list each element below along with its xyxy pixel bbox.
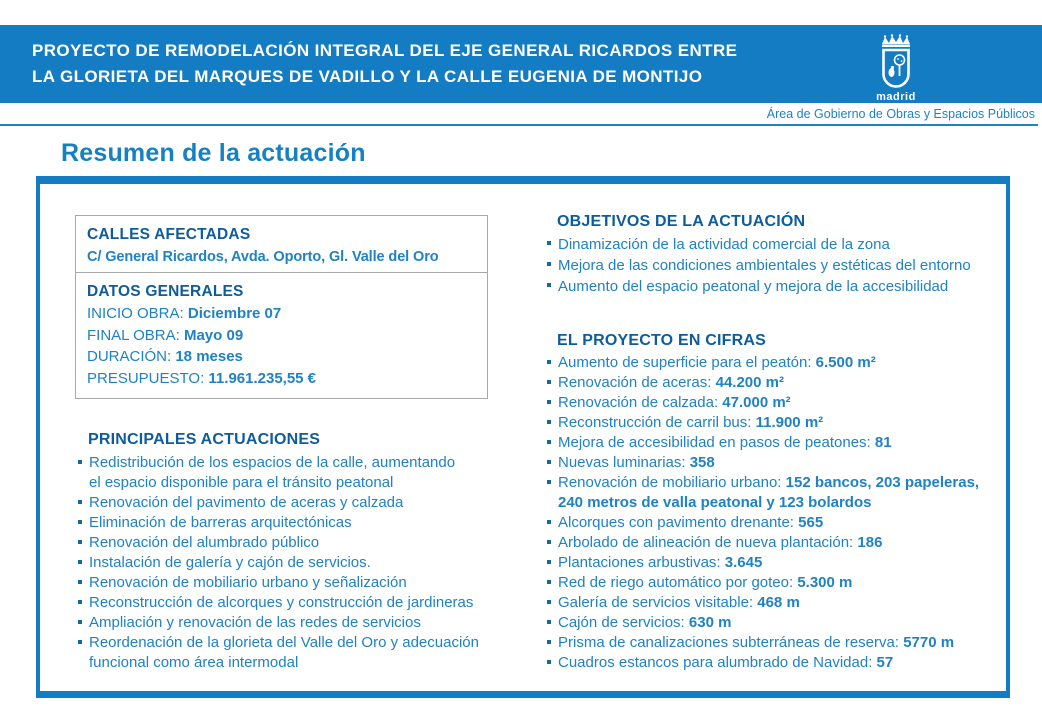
principales-actuaciones-list: Redistribución de los espacios de la cal… xyxy=(78,453,528,673)
datos-row-inicio: INICIO OBRA: Diciembre 07 xyxy=(87,303,476,325)
datos-value: Mayo 09 xyxy=(183,326,244,344)
list-item: Renovación del alumbrado público xyxy=(78,533,528,553)
cifra-label: Red de riego automático por goteo: xyxy=(558,574,798,591)
list-item: Renovación de mobiliario urbano: 152 ban… xyxy=(547,473,1017,513)
list-item: Plantaciones arbustivas: 3.645 xyxy=(547,553,1017,573)
header-bar: PROYECTO DE REMODELACIÓN INTEGRAL DEL EJ… xyxy=(0,25,1042,103)
header-title-line2: LA GLORIETA DEL MARQUES DE VADILLO Y LA … xyxy=(32,67,703,86)
cifra-value: 186 xyxy=(857,534,883,551)
cifra-value: 5.300 m xyxy=(797,574,853,591)
cifra-label: Nuevas luminarias: xyxy=(558,454,690,471)
cifra-value: 468 m xyxy=(757,594,800,611)
cifra-label: Reconstrucción de carril bus: xyxy=(558,414,756,431)
cifras-list: Aumento de superficie para el peatón: 6.… xyxy=(547,353,1017,673)
list-item: Ampliación y renovación de las redes de … xyxy=(78,613,528,633)
cifra-value: 565 xyxy=(798,514,824,531)
datos-label: INICIO OBRA: xyxy=(87,305,188,322)
cifra-value: 630 m xyxy=(688,614,732,631)
list-item: Reordenación de la glorieta del Valle de… xyxy=(78,633,528,673)
calles-afectadas-box: CALLES AFECTADAS C/ General Ricardos, Av… xyxy=(75,215,488,278)
page-title: Resumen de la actuación xyxy=(61,139,366,167)
cifra-label: Prisma de canalizaciones subterráneas de… xyxy=(558,634,904,651)
cifra-value: 152 bancos, 203 papeleras, 240 metros de… xyxy=(558,474,980,511)
cifra-label: Renovación de aceras: xyxy=(558,374,716,391)
list-item: Reconstrucción de alcorques y construcci… xyxy=(78,593,528,613)
list-item: Renovación del pavimento de aceras y cal… xyxy=(78,493,528,513)
cifra-value: 81 xyxy=(874,434,892,451)
datos-value: 18 meses xyxy=(175,348,243,365)
list-item: Instalación de galería y cajón de servic… xyxy=(78,553,528,573)
principales-actuaciones-heading: PRINCIPALES ACTUACIONES xyxy=(88,431,321,448)
cifra-label: Renovación de mobiliario urbano: xyxy=(558,474,786,491)
header-title-line1: PROYECTO DE REMODELACIÓN INTEGRAL DEL EJ… xyxy=(32,41,738,60)
content-box: CALLES AFECTADAS C/ General Ricardos, Av… xyxy=(36,176,1010,698)
cifra-value: 5770 m xyxy=(903,634,955,651)
list-item: Alcorques con pavimento drenante: 565 xyxy=(547,513,1017,533)
madrid-logo-label: madrid xyxy=(876,91,916,103)
cifra-label: Plantaciones arbustivas: xyxy=(558,554,725,571)
cifra-value: 6.500 m² xyxy=(815,354,876,371)
datos-value: 11.961.235,55 € xyxy=(208,369,317,387)
cifra-value: 47.000 m² xyxy=(722,394,791,411)
cifra-value: 3.645 xyxy=(724,554,763,571)
datos-value: Diciembre 07 xyxy=(187,305,282,322)
datos-generales-box: DATOS GENERALES INICIO OBRA: Diciembre 0… xyxy=(75,272,488,399)
cifra-label: Renovación de calzada: xyxy=(558,394,723,411)
list-item: Cuadros estancos para alumbrado de Navid… xyxy=(547,653,1017,673)
cifra-value: 358 xyxy=(689,454,715,471)
list-item: Renovación de aceras: 44.200 m² xyxy=(547,373,1017,393)
list-item: Mejora de accesibilidad en pasos de peat… xyxy=(547,433,1017,453)
calles-afectadas-heading: CALLES AFECTADAS xyxy=(87,226,251,243)
calles-afectadas-value: C/ General Ricardos, Avda. Oporto, Gl. V… xyxy=(87,249,439,265)
datos-row-duracion: DURACIÓN: 18 meses xyxy=(87,346,476,368)
list-item: Nuevas luminarias: 358 xyxy=(547,453,1017,473)
list-item: Red de riego automático por goteo: 5.300… xyxy=(547,573,1017,593)
madrid-crest-icon xyxy=(882,34,910,88)
cifra-label: Mejora de accesibilidad en pasos de peat… xyxy=(558,434,875,451)
list-item: Renovación de calzada: 47.000 m² xyxy=(547,393,1017,413)
objetivos-list: Dinamización de la actividad comercial d… xyxy=(547,234,1012,297)
cifra-value: 11.900 m² xyxy=(755,414,824,431)
list-item: Renovación de mobiliario urbano y señali… xyxy=(78,573,528,593)
list-item: Dinamización de la actividad comercial d… xyxy=(547,234,1012,255)
cifras-heading: EL PROYECTO EN CIFRAS xyxy=(557,332,766,349)
header-title: PROYECTO DE REMODELACIÓN INTEGRAL DEL EJ… xyxy=(32,38,737,90)
cifra-label: Alcorques con pavimento drenante: xyxy=(558,514,799,531)
list-item: Redistribución de los espacios de la cal… xyxy=(78,453,528,493)
cifra-label: Cuadros estancos para alumbrado de Navid… xyxy=(558,654,877,671)
list-item: Aumento del espacio peatonal y mejora de… xyxy=(547,276,1012,297)
cifra-label: Cajón de servicios: xyxy=(558,614,689,631)
datos-row-final: FINAL OBRA: Mayo 09 xyxy=(87,325,476,347)
list-item: Arbolado de alineación de nueva plantaci… xyxy=(547,533,1017,553)
department-label: Área de Gobierno de Obras y Espacios Púb… xyxy=(766,107,1035,121)
objetivos-heading: OBJETIVOS DE LA ACTUACIÓN xyxy=(557,213,806,230)
list-item: Mejora de las condiciones ambientales y … xyxy=(547,255,1012,276)
madrid-logo: madrid xyxy=(866,34,926,103)
datos-label: DURACIÓN: xyxy=(87,348,176,365)
list-item: Reconstrucción de carril bus: 11.900 m² xyxy=(547,413,1017,433)
cifra-value: 57 xyxy=(876,654,894,671)
cifra-label: Galería de servicios visitable: xyxy=(558,594,758,611)
list-item: Prisma de canalizaciones subterráneas de… xyxy=(547,633,1017,653)
datos-label: PRESUPUESTO: xyxy=(87,369,209,387)
header-divider-line xyxy=(0,124,1038,126)
datos-label: FINAL OBRA: xyxy=(87,326,184,344)
datos-row-presupuesto: PRESUPUESTO: 11.961.235,55 € xyxy=(87,368,476,390)
datos-generales-heading: DATOS GENERALES xyxy=(87,283,244,300)
cifra-label: Arbolado de alineación de nueva plantaci… xyxy=(558,534,858,551)
list-item: Galería de servicios visitable: 468 m xyxy=(547,593,1017,613)
list-item: Cajón de servicios: 630 m xyxy=(547,613,1017,633)
list-item: Eliminación de barreras arquitectónicas xyxy=(78,513,528,533)
cifra-label: Aumento de superficie para el peatón: xyxy=(558,354,816,371)
cifra-value: 44.200 m² xyxy=(715,374,784,391)
list-item: Aumento de superficie para el peatón: 6.… xyxy=(547,353,1017,373)
